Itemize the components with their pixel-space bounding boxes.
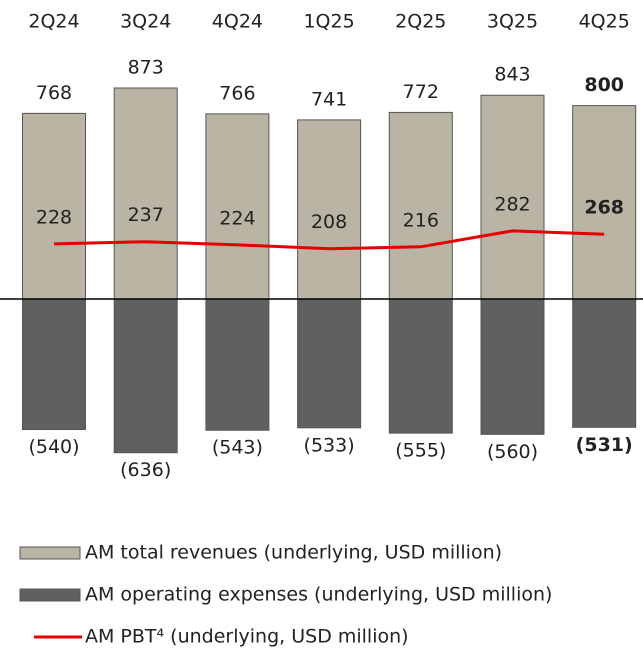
data-label: (531) xyxy=(576,434,633,456)
x-tick-label: 1Q25 xyxy=(303,11,354,33)
data-label: (533) xyxy=(304,434,355,456)
data-label: 216 xyxy=(403,209,439,231)
legend-swatch xyxy=(19,546,81,560)
data-label: 228 xyxy=(36,206,72,228)
bar xyxy=(572,298,637,428)
bar xyxy=(480,298,545,435)
x-tick-label: 2Q24 xyxy=(28,11,79,33)
legend-label: AM total revenues (underlying, USD milli… xyxy=(85,542,502,564)
bar xyxy=(297,119,362,300)
bar xyxy=(205,298,270,431)
data-label: 282 xyxy=(494,193,530,215)
bar xyxy=(388,111,453,300)
data-label: 873 xyxy=(128,56,164,78)
data-label: 741 xyxy=(311,88,347,110)
x-tick-label: 4Q24 xyxy=(212,11,263,33)
bar xyxy=(205,113,270,300)
data-label: (555) xyxy=(395,440,446,462)
data-label: 237 xyxy=(128,204,164,226)
bar xyxy=(113,87,178,300)
bar xyxy=(572,105,637,300)
x-tick-label: 3Q25 xyxy=(487,11,538,33)
legend-label: AM operating expenses (underlying, USD m… xyxy=(85,584,552,606)
data-label: 768 xyxy=(36,82,72,104)
data-label: 208 xyxy=(311,211,347,233)
legend-label: AM PBT⁴ (underlying, USD million) xyxy=(85,626,409,648)
data-label: (543) xyxy=(212,437,263,459)
bar xyxy=(22,112,86,300)
data-label: 800 xyxy=(584,74,624,96)
bar xyxy=(113,298,178,454)
x-tick-label: 3Q24 xyxy=(120,11,171,33)
x-tick-label: 2Q25 xyxy=(395,11,446,33)
line xyxy=(53,229,605,251)
data-label: 772 xyxy=(403,81,439,103)
bar xyxy=(480,94,545,300)
bar xyxy=(22,298,86,431)
data-label: 766 xyxy=(219,82,255,104)
data-label: 843 xyxy=(494,64,530,86)
data-label: 224 xyxy=(219,207,255,229)
legend-swatch xyxy=(19,588,81,602)
bar xyxy=(297,298,362,429)
bar xyxy=(388,298,453,434)
data-label: (636) xyxy=(120,459,171,481)
data-label: (540) xyxy=(28,436,79,458)
data-label: (560) xyxy=(487,441,538,463)
data-label: 268 xyxy=(584,197,624,219)
x-tick-label: 4Q25 xyxy=(579,11,630,33)
